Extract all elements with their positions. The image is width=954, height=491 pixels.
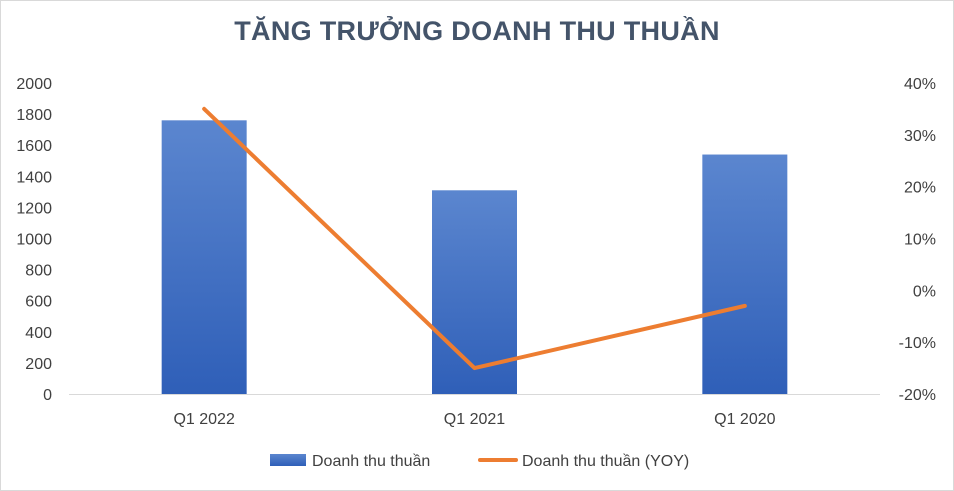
y-left-tick-label: 200 [25,356,52,373]
x-tick-label: Q1 2020 [714,411,775,428]
y-left-tick-label: 600 [25,294,52,311]
y-left-tick-label: 2000 [16,76,52,93]
y-right-tick-label: 40% [904,76,936,93]
legend-label-line: Doanh thu thuần (YOY) [522,453,689,470]
bar [161,120,247,394]
y-right-tick-label: 0% [913,283,936,300]
y-left-tick-label: 800 [25,263,52,280]
y-left-tick-label: 1800 [16,107,52,124]
x-tick-label: Q1 2022 [173,411,234,428]
series-line-yoy [202,106,747,371]
y-left-tick-label: 400 [25,325,52,342]
legend-swatch-bar [270,454,306,466]
x-tick-label: Q1 2021 [444,411,505,428]
y-left-tick-label: 1000 [16,232,52,249]
chart-title: TĂNG TRƯỞNG DOANH THU THUẦN [234,16,720,46]
y-right-tick-label: 20% [904,180,936,197]
y-left-tick-label: 1200 [16,200,52,217]
axes-layer: 0 200 400 600 800 1000 1200 1400 1600 1800 2000 -20… [16,76,936,428]
y-right-tick-label: -20% [899,387,936,404]
y-left-tick-label: 1600 [16,138,52,155]
y-left-tick-label: 0 [43,387,52,404]
line-layer [202,106,747,371]
legend-label-bar: Doanh thu thuần [312,453,430,470]
y-right-tick-label: -10% [899,335,936,352]
legend: Doanh thu thuần Doanh thu thuần (YOY) [270,453,689,470]
bar [702,154,788,394]
y-left-tick-label: 1400 [16,169,52,186]
bars-layer [161,120,788,394]
bar [432,190,517,394]
y-right-tick-label: 30% [904,128,936,145]
y-right-tick-label: 10% [904,232,936,249]
